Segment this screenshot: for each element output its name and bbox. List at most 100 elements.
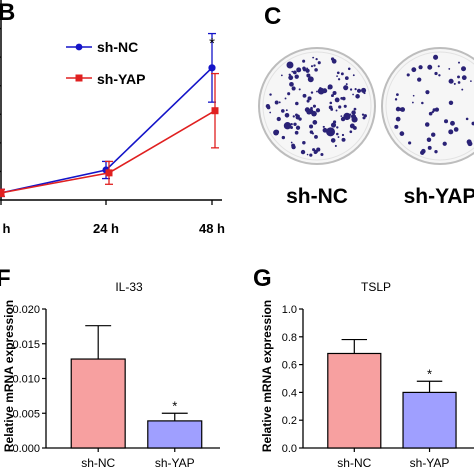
colony-dot — [314, 134, 318, 139]
colony-dot — [317, 61, 321, 65]
colony-dot — [309, 130, 314, 134]
colony-dot — [340, 115, 343, 118]
series-line-sh-yap — [0, 110, 216, 194]
colony-dot — [287, 92, 291, 96]
colony-dot — [420, 150, 425, 155]
colony-dot — [453, 82, 456, 85]
colony-dot — [434, 150, 438, 154]
colony-dot — [273, 129, 279, 136]
colony-dot — [295, 125, 301, 130]
colony-dot — [291, 143, 296, 148]
colony-dot — [331, 94, 334, 98]
il33-y-tick-label: 0.020 — [12, 304, 40, 316]
colony-dot — [309, 124, 314, 129]
colony-dot — [294, 74, 299, 79]
colony-dot — [265, 104, 270, 109]
legend-marker-sh-yap — [75, 74, 83, 82]
colony-dot — [448, 100, 454, 106]
colony-formation-panel: sh-NC sh-YAP — [258, 47, 474, 208]
bar-sh-yap — [402, 391, 457, 449]
colony-dot — [337, 78, 341, 81]
colony-dot — [322, 125, 325, 128]
colony-dot — [395, 106, 401, 112]
line-chart-x-tick-label: 48 h — [199, 221, 225, 236]
colony-dot — [453, 127, 459, 132]
colony-dot — [291, 86, 296, 91]
colony-dot — [417, 77, 422, 82]
colony-dot — [394, 98, 398, 101]
il33-y-tick-label: 0.010 — [12, 374, 40, 386]
colony-dot — [316, 147, 321, 152]
colony-dot — [300, 149, 306, 155]
colony-dot — [345, 83, 348, 86]
colony-dot — [334, 144, 337, 147]
colony-dot — [349, 130, 353, 134]
colony-dot — [312, 120, 318, 125]
colony-dot — [330, 122, 337, 128]
colony-dot — [293, 123, 296, 126]
colony-dot — [306, 109, 310, 113]
colony-dot — [281, 109, 285, 113]
plate-label-sh-nc: sh-NC — [286, 185, 348, 208]
colony-dot — [269, 111, 272, 114]
colony-dot — [315, 57, 318, 61]
bar-chart-title-tslp: TSLP — [361, 280, 391, 294]
colony-dot — [361, 87, 367, 93]
colony-dot — [320, 152, 324, 157]
colony-dot — [342, 96, 346, 101]
colony-dot — [352, 126, 357, 130]
x-tick-label-sh-yap: sh-YAP — [155, 456, 195, 470]
colony-dot — [316, 90, 318, 93]
colony-dot — [352, 93, 354, 96]
colony-dot — [399, 131, 405, 136]
colony-dot — [461, 75, 467, 81]
colony-dot — [307, 76, 314, 83]
panel-letter-g: G — [253, 265, 272, 292]
plate-label-sh-yap: sh-YAP — [404, 185, 474, 208]
colony-dot — [336, 71, 340, 75]
colony-dot — [295, 101, 299, 106]
panel-letter-f: F — [0, 265, 11, 292]
colony-dot — [433, 54, 439, 60]
tslp-bar-chart: TSLP Relative mRNA expression 0.0 0.2 0.4 0… — [260, 280, 474, 470]
colony-dot — [344, 76, 349, 80]
colony-dot — [434, 107, 440, 112]
colony-dot — [432, 108, 436, 112]
colony-dot — [302, 59, 306, 63]
colony-dot — [309, 153, 313, 157]
legend-marker-sh-nc — [75, 43, 83, 51]
colony-dot — [322, 127, 328, 133]
colony-dot — [298, 88, 301, 91]
colony-dot — [426, 137, 432, 143]
line-chart-x-tick-label: 24 h — [93, 221, 119, 236]
tslp-y-tick-label: 0.4 — [282, 387, 297, 399]
colony-dot — [314, 68, 318, 72]
colony-dot — [349, 113, 352, 116]
colony-dot — [288, 75, 294, 81]
colony-dot — [280, 74, 283, 77]
colony-dot — [427, 145, 432, 150]
colony-dot — [444, 119, 449, 124]
colony-dot — [313, 64, 316, 67]
colony-dot — [319, 87, 322, 90]
colony-dot — [330, 57, 335, 61]
colony-dot — [338, 105, 342, 109]
colony-dot — [341, 133, 345, 137]
colony-dot — [343, 104, 347, 108]
colony-dot — [428, 111, 433, 116]
il33-y-tick-label: 0.000 — [12, 443, 40, 455]
colony-dot — [450, 120, 455, 126]
panel-letter-c: C — [264, 3, 281, 30]
tslp-y-tick-label: 0.6 — [282, 360, 297, 372]
colony-dot — [352, 74, 355, 77]
colony-dot — [434, 71, 438, 76]
colony-dot — [347, 67, 351, 71]
colony-dot — [395, 116, 401, 122]
colony-dot — [411, 101, 414, 104]
tslp-y-tick-label: 1.0 — [282, 304, 297, 316]
bar-sh-nc — [327, 352, 382, 449]
colony-dot — [327, 87, 330, 90]
y-axis-label-il33: Relative mRNA expression — [2, 300, 16, 452]
colony-dot — [307, 96, 312, 101]
colony-dot — [286, 61, 294, 69]
